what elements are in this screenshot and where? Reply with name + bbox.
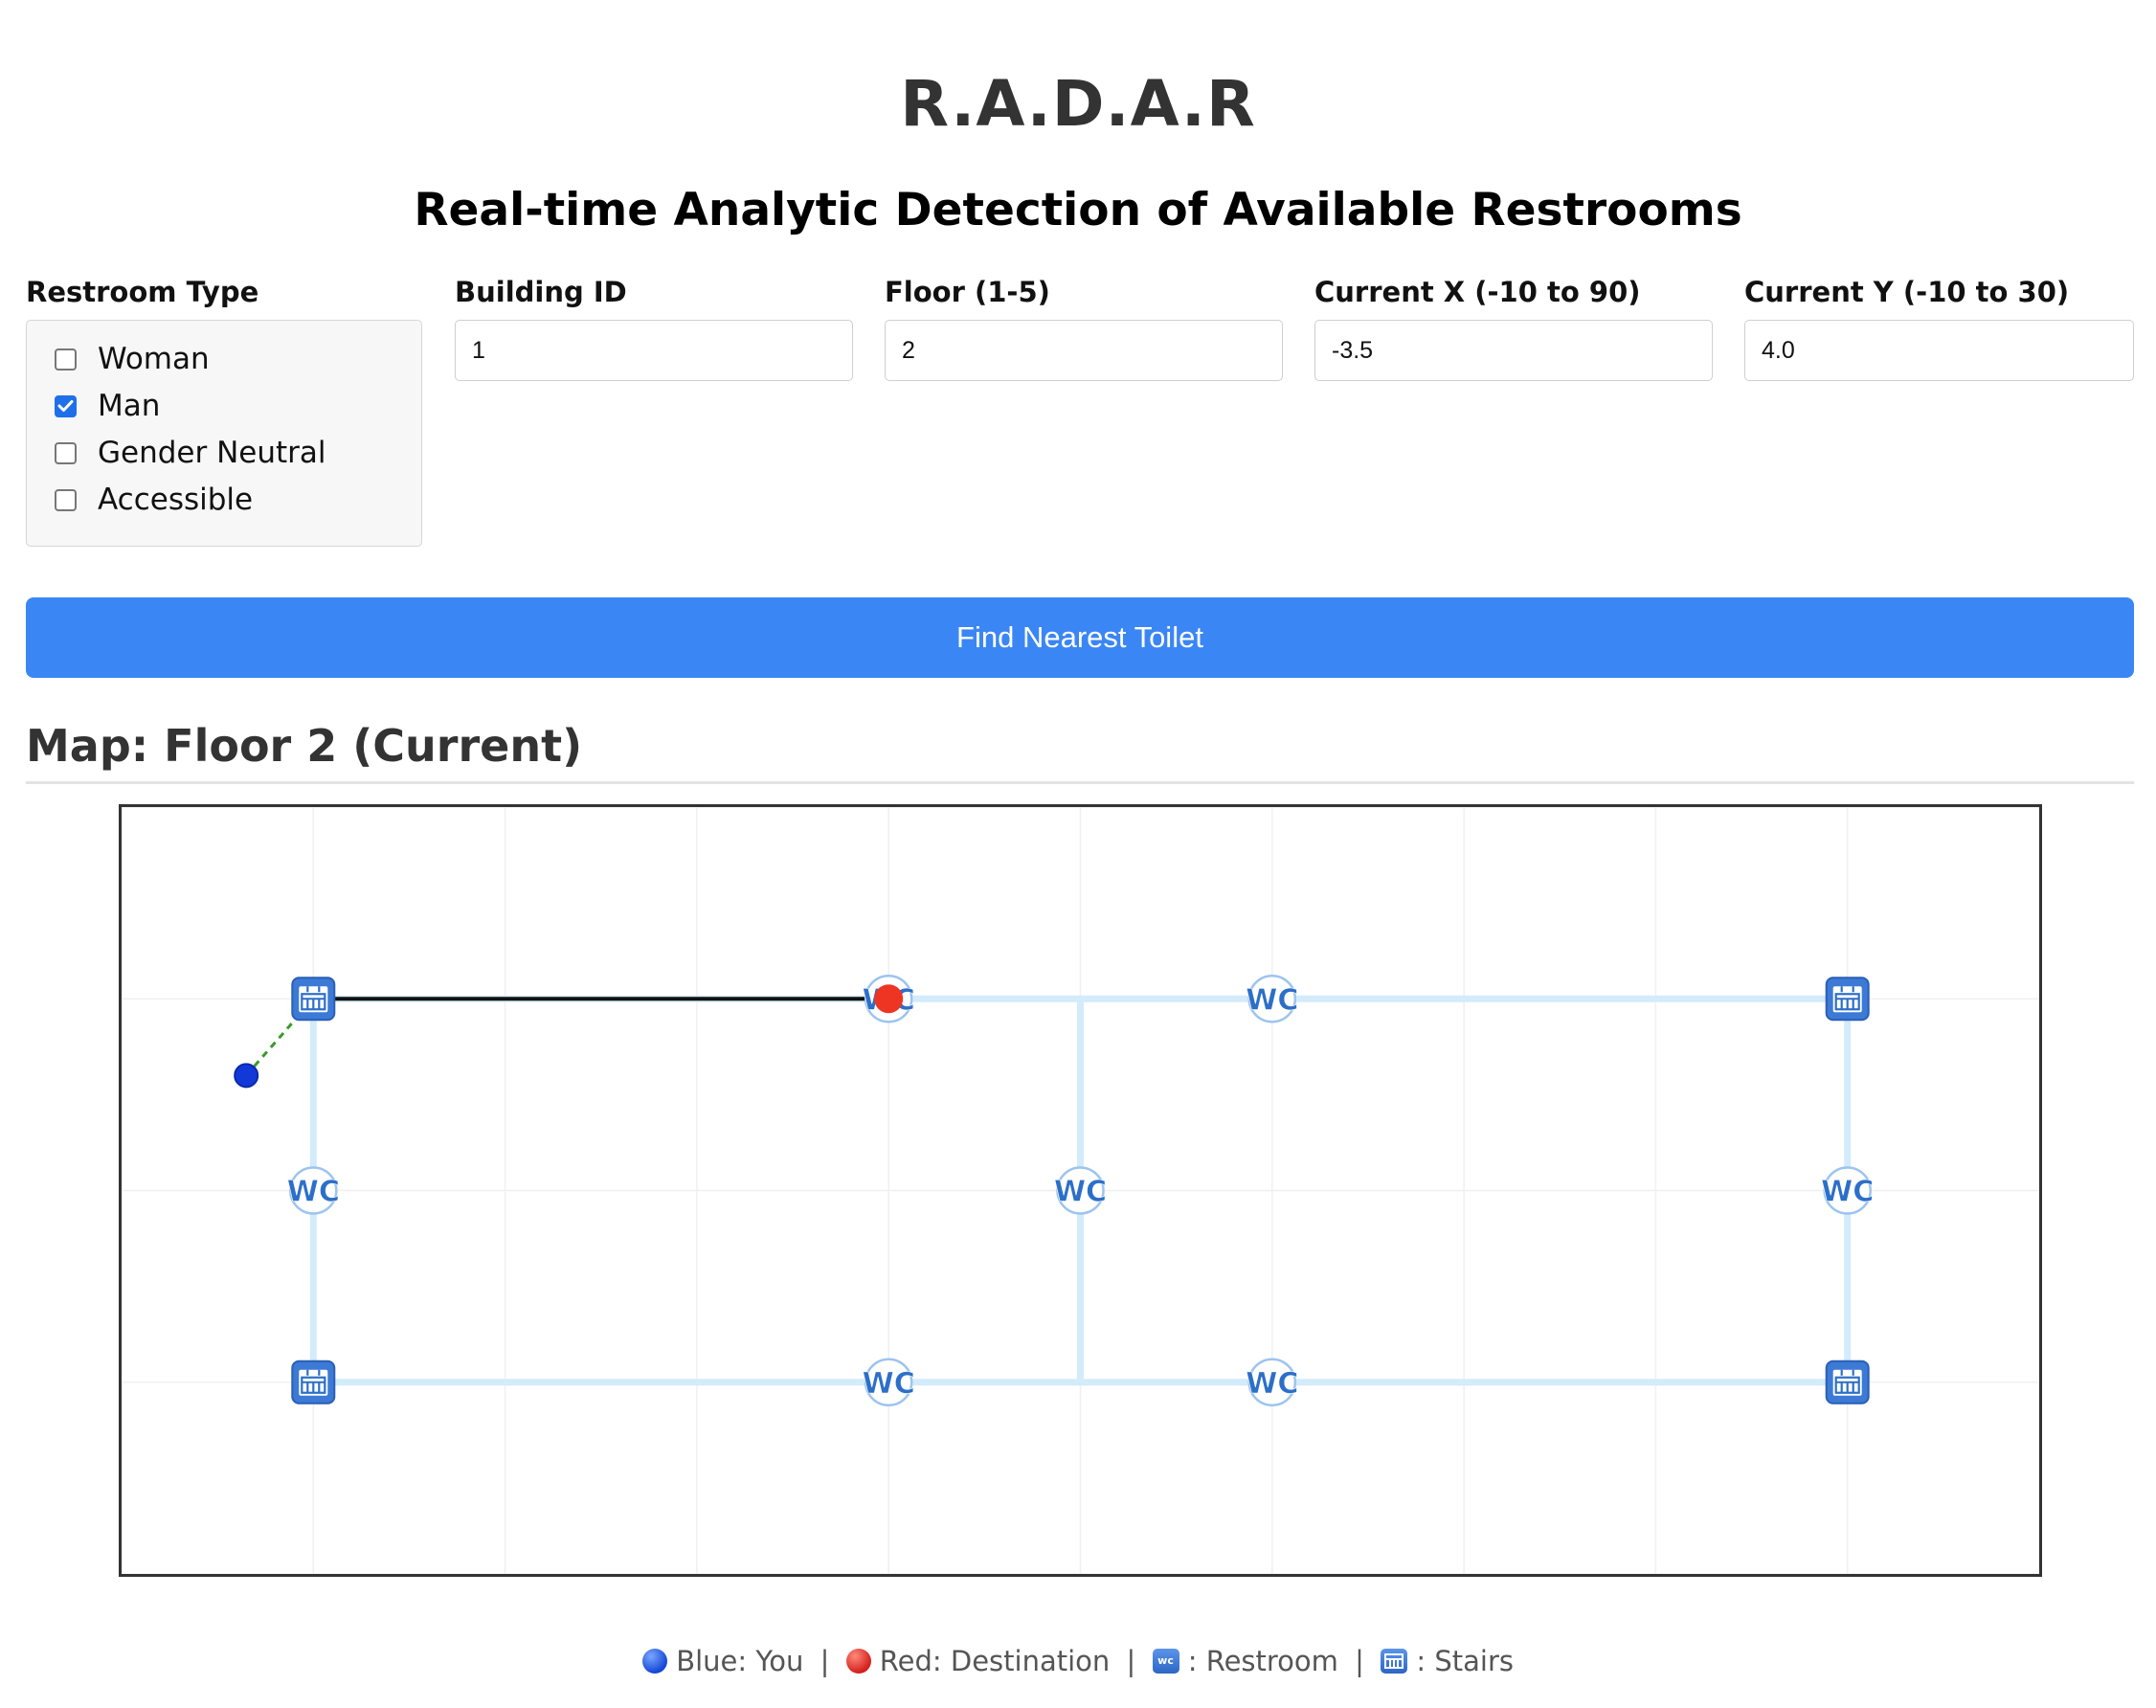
option-accessible[interactable]: Accessible: [55, 481, 253, 519]
current-x-input[interactable]: -3.5: [1314, 320, 1713, 381]
checkbox-gender-neutral[interactable]: [55, 441, 77, 464]
option-woman[interactable]: Woman: [55, 340, 210, 378]
red-dot-icon: [845, 1649, 871, 1674]
legend-separator: |: [1355, 1645, 1364, 1677]
restroom-icon: WC: [862, 1358, 915, 1406]
option-gender-neutral-label: Gender Neutral: [98, 436, 326, 470]
checkbox-accessible[interactable]: [55, 488, 77, 511]
blue-dot-icon: [641, 1649, 667, 1674]
current-y-label: Current Y (-10 to 30): [1744, 276, 2070, 308]
legend-stairs: : Stairs: [1416, 1645, 1514, 1677]
destination-marker: [874, 984, 904, 1014]
svg-text:WC: WC: [1054, 1176, 1107, 1209]
restroom-type-label: Restroom Type: [26, 276, 259, 308]
app-title: R.A.D.A.R: [900, 67, 1256, 141]
legend-separator: |: [820, 1645, 830, 1677]
stairs-icon: [1825, 1360, 1870, 1405]
app-subtitle: Real-time Analytic Detection of Availabl…: [414, 184, 1742, 236]
option-woman-label: Woman: [98, 342, 210, 376]
restroom-icon: WC: [1821, 1166, 1875, 1215]
legend-separator: |: [1126, 1645, 1136, 1677]
floor-input[interactable]: 2: [885, 320, 1283, 381]
building-id-input[interactable]: 1: [455, 320, 853, 381]
stairs-icon: [291, 977, 336, 1022]
svg-text:WC: WC: [1246, 1367, 1298, 1401]
checkbox-man[interactable]: [55, 394, 77, 417]
map-heading-divider: [26, 781, 2134, 784]
legend-restroom: : Restroom: [1187, 1645, 1338, 1677]
stairs-icon: [1825, 977, 1870, 1022]
stairs-icon: [291, 1360, 336, 1405]
svg-text:WC: WC: [287, 1176, 340, 1209]
floor-label: Floor (1-5): [885, 276, 1050, 308]
restroom-type-group: Woman Man Gender Neutral Accessible: [26, 320, 422, 547]
building-id-label: Building ID: [455, 276, 627, 308]
restroom-icon: WC: [1246, 975, 1299, 1023]
restroom-icon: WC: [286, 1166, 340, 1215]
current-x-label: Current X (-10 to 90): [1314, 276, 1641, 308]
floor-map-canvas[interactable]: WCWCWCWCWCWCWC: [122, 807, 2039, 1574]
current-y-input[interactable]: 4.0: [1744, 320, 2134, 381]
legend-you: Blue: You: [676, 1645, 804, 1677]
svg-text:WC: WC: [863, 1367, 915, 1401]
approach-line: [245, 998, 315, 1077]
checkbox-woman[interactable]: [55, 348, 77, 371]
option-accessible-label: Accessible: [98, 483, 254, 517]
option-man-label: Man: [98, 389, 161, 423]
map-heading: Map: Floor 2 (Current): [26, 720, 583, 772]
floor-map[interactable]: WCWCWCWCWCWCWC: [119, 804, 2042, 1577]
legend-destination: Red: Destination: [879, 1645, 1111, 1677]
restroom-icon: WC: [1246, 1358, 1299, 1406]
svg-text:WC: WC: [1821, 1176, 1874, 1209]
map-legend: Blue: You | Red: Destination | wc : Rest…: [0, 1643, 2156, 1677]
find-nearest-toilet-button[interactable]: Find Nearest Toilet: [26, 597, 2134, 678]
checkmark-icon: [57, 400, 74, 412]
wc-tile-icon: wc: [1152, 1649, 1179, 1674]
restroom-icon: WC: [1054, 1166, 1107, 1215]
stairs-tile-icon: [1381, 1649, 1408, 1674]
svg-text:WC: WC: [1246, 983, 1298, 1017]
option-man[interactable]: Man: [55, 387, 160, 425]
option-gender-neutral[interactable]: Gender Neutral: [55, 434, 326, 472]
user-location-marker: [234, 1063, 259, 1089]
